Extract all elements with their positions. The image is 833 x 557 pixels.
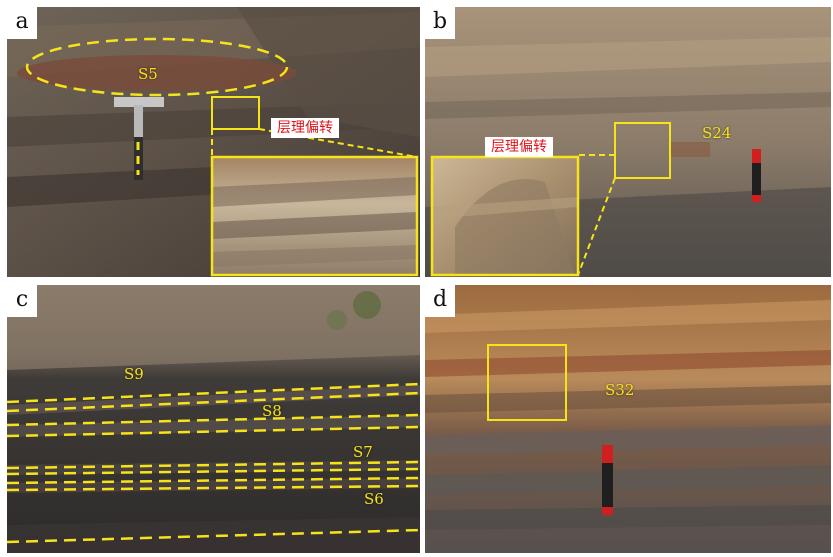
outcrop-photo-b	[425, 7, 831, 277]
outcrop-photo-a	[7, 7, 420, 277]
detail-box-a	[211, 96, 260, 130]
layer-label-s24: S24	[702, 124, 732, 142]
layer-boundary-lines	[7, 382, 420, 544]
layer-label-s32: S32	[605, 381, 635, 399]
marker-pen-d	[602, 445, 613, 515]
callout-bedding-deflection-a: 层理偏转	[271, 118, 339, 138]
layer-label-s5: S5	[138, 65, 158, 83]
inset-box-a	[210, 155, 419, 277]
marker-pen-b	[752, 149, 761, 201]
outcrop-photo-d	[425, 285, 831, 553]
detail-box-d	[487, 344, 567, 421]
detail-box-b	[614, 122, 671, 179]
inset-box-b	[430, 155, 580, 277]
layer-label-s8: S8	[262, 402, 282, 420]
photo-panel-d: d S32	[425, 285, 831, 553]
s5-outline	[25, 37, 289, 97]
photo-panel-a: a S5 层理偏转	[7, 7, 420, 277]
panel-label-a: a	[7, 7, 37, 39]
panel-label-b: b	[425, 7, 455, 39]
photo-panel-c: c S9 S8 S7 S6	[7, 285, 420, 553]
rock-hammer-head	[114, 97, 164, 107]
layer-label-s9: S9	[124, 365, 144, 383]
layer-label-s6: S6	[364, 490, 384, 508]
layer-label-s7: S7	[353, 443, 373, 461]
callout-bedding-deflection-b: 层理偏转	[485, 137, 553, 157]
outcrop-photo-c	[7, 285, 420, 553]
panel-label-c: c	[7, 285, 37, 317]
panel-label-d: d	[425, 285, 455, 317]
photo-panel-b: b S24 层理偏转	[425, 7, 831, 277]
